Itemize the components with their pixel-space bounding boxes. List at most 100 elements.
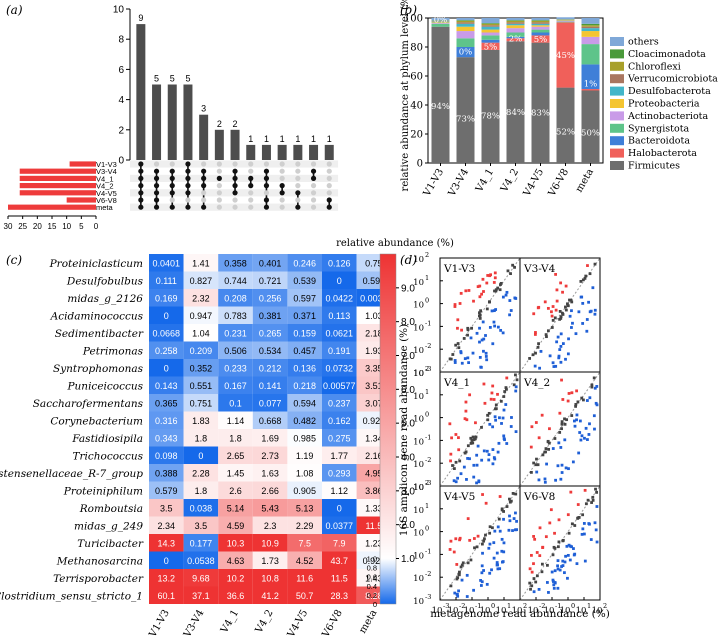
upset-set-size-bar xyxy=(8,204,96,210)
scatter-point-below xyxy=(511,529,514,532)
scatter-point-near xyxy=(482,539,486,543)
heatmap-cell-label: 0.751 xyxy=(190,398,213,408)
scatter-y-axis-label: 16S amplicon gene read abundance (%) xyxy=(398,324,410,537)
upset-dot-off xyxy=(326,161,332,167)
panel-label-a: (a) xyxy=(6,3,23,17)
scatter-point-above xyxy=(561,398,565,401)
scatter-point-below xyxy=(582,532,586,536)
stacked-segment-synergistota xyxy=(431,23,450,27)
scatter-point-near xyxy=(537,342,540,346)
scatter-point-above xyxy=(472,299,475,303)
scatter-point-above xyxy=(550,314,554,318)
scatter-point-near xyxy=(566,304,570,308)
stacked-segment-firmicutes xyxy=(581,90,600,163)
upset-dot-off xyxy=(326,190,332,196)
heatmap-cell-label: 0.744 xyxy=(224,276,247,286)
heatmap-cell-label: 11.5 xyxy=(331,573,348,583)
scatter-point-below xyxy=(514,385,518,389)
scatter-point-near xyxy=(591,498,595,502)
legend-swatch-verrucomicrobiota xyxy=(610,74,624,84)
legend-swatch-others xyxy=(610,37,624,46)
scatter-y-tick-label: 10 xyxy=(413,460,424,470)
scatter-point-near xyxy=(511,263,515,267)
scatter-point-above xyxy=(532,562,535,566)
upset-dot-on xyxy=(169,183,175,189)
scatter-point-below xyxy=(570,309,573,313)
stacked-segment-cloacimonadota xyxy=(581,23,600,26)
scatter-identity-line xyxy=(439,371,521,487)
scatter-point-near xyxy=(502,510,505,513)
heatmap-row-label: Clostridium_sensu_stricto_1 xyxy=(0,590,143,602)
heatmap-cell-label: 0.551 xyxy=(190,381,213,391)
scatter-point-below xyxy=(494,308,498,311)
scatter-point-below xyxy=(500,537,504,541)
heatmap-cell xyxy=(149,306,184,324)
scatter-point-below xyxy=(552,580,555,583)
heatmap-cell xyxy=(322,586,357,604)
scatter-point-near xyxy=(496,286,500,290)
scatter-point-below xyxy=(575,413,579,417)
upset-dot-on xyxy=(263,183,270,189)
scatter-point-below xyxy=(501,331,505,335)
stacked-segment-actinobacteriota xyxy=(506,28,525,33)
scatter-point-above xyxy=(468,393,472,397)
heatmap-cell xyxy=(149,289,184,307)
upset-dot-on xyxy=(153,183,160,189)
upset-dot-on xyxy=(169,175,175,181)
stacked-segment-others xyxy=(531,18,550,21)
upset-dot-off xyxy=(169,197,175,203)
scatter-point-below xyxy=(545,462,548,466)
scatter-point-above xyxy=(558,411,562,415)
heatmap-cell-label: 0.293 xyxy=(328,468,351,478)
stacked-segment-proteobacteria xyxy=(431,22,450,24)
scatter-point-below xyxy=(554,364,558,368)
scatter-point-below xyxy=(587,300,590,304)
stacked-annotation: 5% xyxy=(484,42,498,52)
scatter-point-near xyxy=(590,385,594,389)
scatter-point-near xyxy=(568,298,571,302)
scatter-point-below xyxy=(565,544,569,548)
heatmap-cell xyxy=(322,516,357,534)
heatmap-cell-label: 0.539 xyxy=(293,276,316,286)
scatter-point-above xyxy=(546,306,550,310)
scatter-point-near xyxy=(545,335,548,339)
heatmap-cell xyxy=(149,429,184,447)
scatter-point-below xyxy=(537,587,541,591)
scatter-point-below xyxy=(575,418,578,422)
scatter-point-near xyxy=(451,353,455,356)
scatter-point-below xyxy=(490,568,493,572)
heatmap-cell-label: 4.52 xyxy=(296,556,314,566)
heatmap-cell xyxy=(287,411,322,429)
scatter-point-below xyxy=(469,336,473,340)
heatmap-cell xyxy=(322,551,357,569)
upset-bar-label: 1 xyxy=(248,134,253,144)
heatmap-cell xyxy=(183,481,219,499)
upset-dot-on xyxy=(295,190,301,196)
stacked-x-tick-label: meta xyxy=(574,167,596,195)
scatter-point-below xyxy=(493,324,497,328)
heatmap-cell-label: 0.212 xyxy=(259,363,282,373)
upset-dot-on xyxy=(310,175,317,181)
scatter-point-below xyxy=(488,571,492,575)
heatmap-cell-label: 0.0401 xyxy=(153,258,181,268)
heatmap-cell-label: 2.73 xyxy=(261,451,279,461)
stacked-segment-actinobacteriota xyxy=(556,20,575,22)
scatter-point-near xyxy=(458,570,461,574)
scatter-point-above xyxy=(486,274,490,277)
upset-dot-on xyxy=(201,204,207,210)
scatter-point-near xyxy=(529,470,533,474)
upset-bar xyxy=(183,84,193,160)
scatter-point-near xyxy=(512,383,516,387)
colorbar-left-tick: 0.6 xyxy=(367,573,377,582)
colorbar-left-tick: 0.4 xyxy=(367,582,377,591)
scatter-point-below xyxy=(566,576,569,580)
scatter-point-below xyxy=(551,361,555,365)
scatter-point-below xyxy=(488,542,492,546)
stacked-segment-desulfobacterota xyxy=(531,23,550,26)
scatter-point-near xyxy=(566,302,569,306)
heatmap-cell xyxy=(149,254,184,272)
scatter-point-above xyxy=(491,384,495,388)
scatter-point-near xyxy=(559,315,563,319)
scatter-point-below xyxy=(487,546,491,550)
heatmap-cell xyxy=(183,429,219,447)
